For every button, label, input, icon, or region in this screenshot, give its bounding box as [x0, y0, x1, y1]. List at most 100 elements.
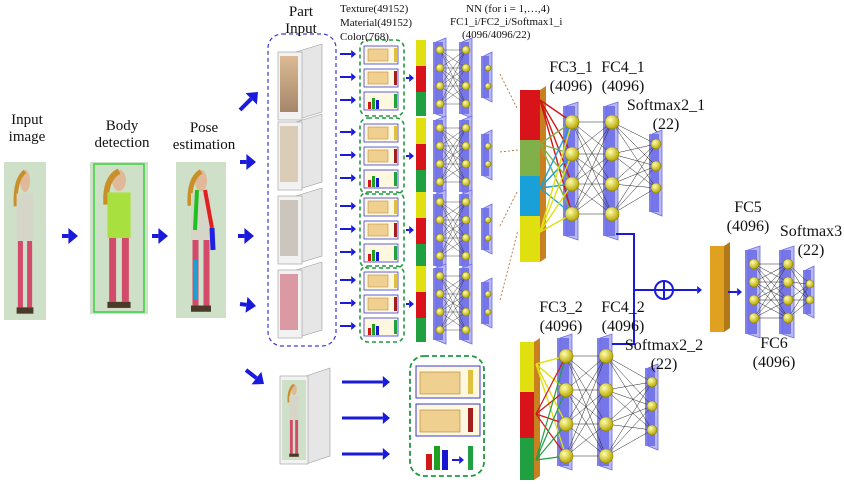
concat-segment-1: [520, 90, 540, 140]
fc4-1-label: FC4_1 (4096): [601, 59, 645, 95]
concat-to-fc3-edge: [539, 153, 573, 189]
whole-hist-vec: [468, 446, 473, 470]
feature-2-3-vec: [394, 172, 397, 186]
arrow-whole-to-feat-2-head: [382, 412, 390, 424]
fc4-softmax-edge: [611, 143, 657, 215]
fc6-node-0: [782, 258, 794, 270]
arrow-part-1-feat-1-head: [351, 50, 356, 58]
arrow-part-2-feat-1-head: [351, 128, 356, 136]
pose-estimation-label: Pose estimation: [172, 120, 236, 153]
part-net-2-sm-0: [484, 142, 492, 150]
part-net-4-n1-0: [435, 271, 445, 281]
fc4-1-layer: [603, 106, 615, 236]
fc3-1-label: FC3_1 (4096): [549, 59, 593, 95]
part-net-2-n1-3: [435, 177, 445, 187]
whole-body-image-dress: [289, 396, 299, 420]
hist-bar-blue-2: [376, 178, 379, 187]
part-net-1-layer-2: [459, 42, 469, 114]
part-net-1-softmax: [481, 56, 489, 98]
concat-to-fc3-edge: [539, 121, 573, 233]
input-image-shoes: [16, 307, 34, 314]
whole-body-image-leg-right: [295, 420, 299, 454]
feature-group-3: [359, 191, 405, 269]
part-net-3-edge: [439, 201, 467, 257]
fc4-2-softmax-edge: [605, 381, 653, 457]
part-net-4-n1-1: [435, 289, 445, 299]
part-net-1-edge: [439, 67, 467, 105]
part-net-2-n2-1: [461, 141, 471, 151]
feature-1-1-vec: [394, 48, 397, 62]
arrow-part-3-feat-3-head: [351, 248, 356, 256]
arrow-pose-to-part-4-head: [245, 296, 256, 313]
fc5-label: FC5 (4096): [726, 199, 770, 235]
part-net-4-n1-2: [435, 307, 445, 317]
softmax3-label: Softmax3 (22): [779, 223, 843, 259]
fc4-1-node-2: [604, 176, 620, 192]
whole-body-image-shoes: [289, 453, 299, 457]
texture-feature-label: Texture(49152): [340, 3, 409, 15]
input-image-leg-left: [17, 241, 23, 308]
pose-estimation-image-leg-right: [203, 240, 210, 306]
whole-body-image-hair: [287, 383, 295, 403]
arrow-merge-to-fc5-head: [697, 286, 702, 294]
fc6-node-3: [782, 312, 794, 324]
part-net-3-n2-3: [461, 251, 471, 261]
fc4-2-softmax-edge: [605, 429, 653, 457]
fc5-input-bar: [710, 246, 724, 332]
feature-4-3-vec: [394, 320, 397, 334]
feature-3-3-vec: [394, 246, 397, 260]
fc4-2-softmax-edge: [605, 389, 653, 431]
part-net-4-n2-2: [461, 307, 471, 317]
arrow-whole-to-feat-3-head: [382, 448, 390, 460]
body-detection-box: [93, 163, 145, 313]
part-net-2-n1-2: [435, 159, 445, 169]
part-net-4-to-concat: [499, 229, 519, 301]
part-net-4-n2-3: [461, 325, 471, 335]
feature-4-1-vec: [394, 274, 397, 288]
feature-3-1-map: [367, 200, 389, 214]
fc4-2-softmax-edge: [605, 355, 653, 431]
feature-3-2-map: [367, 223, 389, 237]
arrow-part-3-feat-2-head: [351, 225, 356, 233]
part-vec-3-yellow: [416, 192, 426, 218]
part-net-4-edge: [439, 275, 467, 295]
part-net-2-to-concat: [499, 149, 519, 153]
fc4-softmax-edge: [611, 153, 657, 167]
part-net-3-sm-0: [484, 216, 492, 224]
part-net-3-softmax: [481, 208, 489, 250]
material-feature-label: Material(49152): [340, 17, 413, 29]
part-net-3-n2-1: [461, 215, 471, 225]
body-detection-image: [90, 162, 148, 314]
hist-bar-green-1: [372, 98, 375, 109]
fc5-fc6-edge: [753, 299, 789, 319]
part-net-4-n2-1: [461, 289, 471, 299]
part-vec-3-red: [416, 218, 426, 244]
softmax3-node-1: [805, 295, 815, 305]
whole-to-fc3-edge: [535, 413, 567, 457]
whole-feature-group: [409, 355, 485, 477]
part-net-4-softmax: [481, 282, 489, 324]
nn-layers-label: FC1_i/FC2_i/Softmax1_i: [450, 16, 563, 28]
fc4-2-softmax-edge: [605, 423, 653, 431]
arrow-pose-to-part-top-shaft: [238, 97, 253, 112]
part-vec-2-yellow: [416, 118, 426, 144]
fc3-2-fc4-2-edge: [565, 355, 607, 391]
part-net-2-layer-2: [459, 120, 469, 192]
fc4-2-label: FC4_2 (4096): [601, 299, 645, 335]
fc3-1-layer: [563, 106, 575, 236]
whole-hist-arrow-head: [459, 456, 464, 464]
feature-2-2-vec: [394, 149, 397, 163]
part-net-4-n1-3: [435, 325, 445, 335]
part-net-3-edge: [439, 201, 467, 239]
part-net-1-edge: [439, 49, 467, 69]
pose-limb-blue: [209, 227, 216, 251]
fc3-2-node-3: [558, 448, 574, 464]
part-net-4-edge: [439, 293, 467, 331]
arrow-pose-to-part-4-shaft: [239, 302, 247, 307]
arrow-part-2-feat-3-head: [351, 174, 356, 182]
fc5-fc6-edge: [753, 263, 789, 301]
arrow-part-4-feat-1-head: [351, 276, 356, 284]
part-net-2-softmax: [481, 134, 489, 176]
